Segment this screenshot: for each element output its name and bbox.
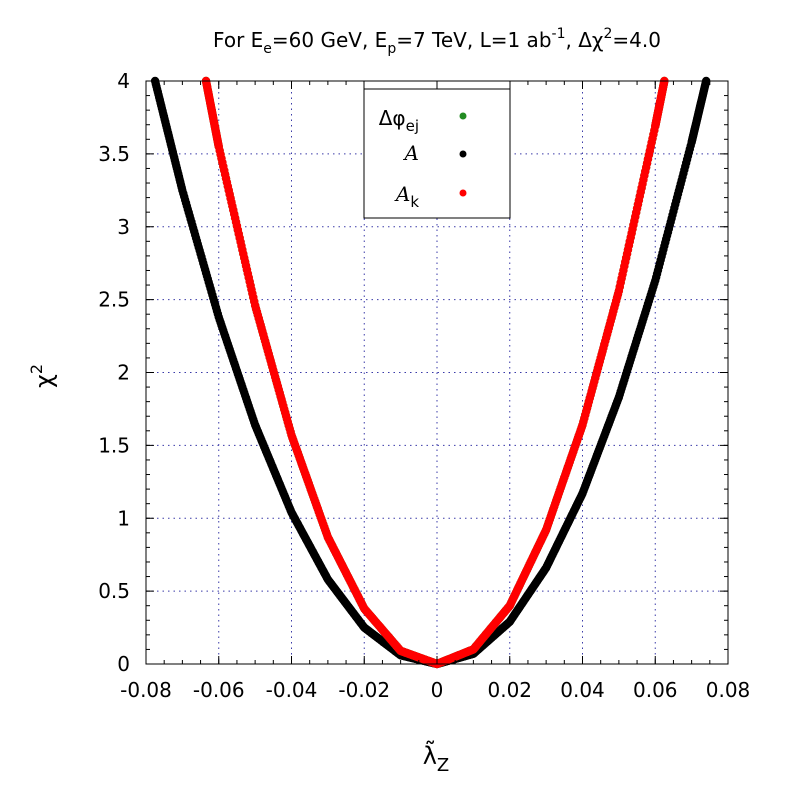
y-tick-label: 2.5	[98, 288, 130, 312]
y-tick-labels: 0 0.5 1 1.5 2 2.5 3 3.5 4	[98, 69, 130, 676]
x-tick-labels: -0.08 -0.06 -0.04 -0.02 0 0.02 0.04 0.06 0.08	[120, 678, 750, 702]
x-tick-label: -0.04	[266, 678, 318, 702]
x-tick-label: -0.08	[120, 678, 172, 702]
x-axis-title: λ̃Z	[423, 740, 450, 776]
y-tick-label: 0	[117, 652, 130, 676]
legend-marker-ak	[459, 189, 467, 197]
y-tick-label: 4	[117, 69, 130, 93]
y-axis-title: χ2	[27, 364, 58, 388]
x-tick-label: 0.04	[560, 678, 605, 702]
chart-title: For Ee=60 GeV, Ep=7 TeV, L=1 ab-1, Δχ2=4…	[213, 26, 661, 57]
series-ak	[201, 76, 669, 669]
y-tick-label: 0.5	[98, 579, 130, 603]
data-series	[150, 76, 711, 669]
legend: Δφej A Ak	[363, 80, 511, 219]
legend-box	[363, 80, 511, 219]
series-a	[150, 76, 711, 669]
x-tick-label: 0.08	[706, 678, 751, 702]
legend-label-dphi: Δφej	[379, 106, 419, 135]
x-tick-label: 0.06	[633, 678, 678, 702]
legend-label-ak: Ak	[394, 182, 419, 211]
legend-label-a: A	[403, 141, 419, 165]
y-tick-label: 1.5	[98, 433, 130, 457]
y-tick-label: 3.5	[98, 142, 130, 166]
y-tick-label: 3	[117, 215, 130, 239]
legend-marker-dphi	[459, 112, 467, 120]
y-tick-label: 2	[117, 361, 130, 385]
x-tick-label: 0.02	[487, 678, 532, 702]
y-tick-label: 1	[117, 506, 130, 530]
legend-marker-a	[459, 150, 467, 158]
x-tick-label: -0.06	[193, 678, 245, 702]
x-tick-label: -0.02	[338, 678, 390, 702]
x-tick-label: 0	[431, 678, 444, 702]
